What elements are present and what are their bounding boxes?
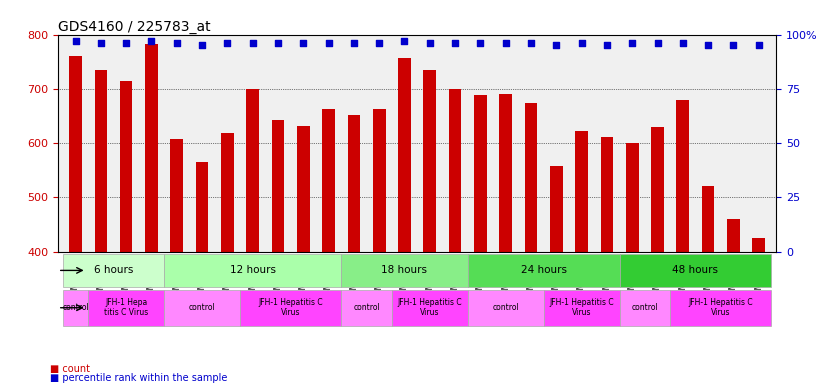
FancyBboxPatch shape — [468, 290, 544, 326]
Point — [752, 42, 766, 48]
Text: GDS4160 / 225783_at: GDS4160 / 225783_at — [58, 20, 211, 33]
Text: 24 hours: 24 hours — [520, 265, 567, 275]
Text: control: control — [632, 303, 658, 312]
Point — [246, 40, 259, 46]
FancyBboxPatch shape — [341, 290, 392, 326]
Point — [625, 40, 638, 46]
Point — [170, 40, 183, 46]
Bar — [94, 70, 107, 384]
Point — [423, 40, 436, 46]
Point — [549, 42, 563, 48]
Bar — [398, 58, 411, 384]
Text: control: control — [492, 303, 519, 312]
Text: control: control — [188, 303, 216, 312]
FancyBboxPatch shape — [341, 253, 468, 287]
FancyBboxPatch shape — [164, 290, 240, 326]
Bar — [676, 100, 689, 384]
Point — [322, 40, 335, 46]
FancyBboxPatch shape — [392, 290, 468, 326]
Bar — [550, 167, 563, 384]
FancyBboxPatch shape — [468, 253, 620, 287]
Point — [474, 40, 487, 46]
Bar — [120, 81, 132, 384]
FancyBboxPatch shape — [620, 253, 771, 287]
Bar — [272, 120, 284, 384]
Point — [297, 40, 310, 46]
Bar — [601, 137, 613, 384]
Point — [676, 40, 690, 46]
Text: JFH-1 Hepatitis C
Virus: JFH-1 Hepatitis C Virus — [549, 298, 614, 318]
Bar — [449, 89, 462, 384]
Bar — [500, 94, 512, 384]
Point — [69, 38, 82, 44]
Bar — [474, 95, 487, 384]
Point — [347, 40, 360, 46]
Bar — [196, 162, 208, 384]
Point — [727, 42, 740, 48]
Bar — [348, 115, 360, 384]
Bar — [752, 238, 765, 384]
Point — [651, 40, 664, 46]
Text: JFH-1 Hepatitis C
Virus: JFH-1 Hepatitis C Virus — [259, 298, 323, 318]
Bar — [145, 44, 158, 384]
Bar — [373, 109, 386, 384]
FancyBboxPatch shape — [240, 290, 341, 326]
Text: ■ percentile rank within the sample: ■ percentile rank within the sample — [50, 373, 227, 383]
Text: JFH-1 Hepatitis C
Virus: JFH-1 Hepatitis C Virus — [688, 298, 753, 318]
Bar — [651, 127, 664, 384]
Bar — [246, 89, 259, 384]
Text: control: control — [354, 303, 380, 312]
FancyBboxPatch shape — [670, 290, 771, 326]
Bar — [69, 56, 82, 384]
Point — [272, 40, 285, 46]
Text: JFH-1 Hepa
titis C Virus: JFH-1 Hepa titis C Virus — [104, 298, 148, 318]
Text: ■ count: ■ count — [50, 364, 89, 374]
Text: 12 hours: 12 hours — [230, 265, 276, 275]
Bar — [424, 70, 436, 384]
Text: 48 hours: 48 hours — [672, 265, 719, 275]
Bar — [525, 103, 538, 384]
Point — [499, 40, 512, 46]
Bar — [727, 219, 740, 384]
Bar — [575, 131, 588, 384]
Bar — [702, 186, 714, 384]
FancyBboxPatch shape — [63, 253, 164, 287]
Bar — [221, 133, 234, 384]
Bar — [322, 109, 335, 384]
FancyBboxPatch shape — [164, 253, 341, 287]
Text: 6 hours: 6 hours — [94, 265, 133, 275]
Point — [449, 40, 462, 46]
Bar — [297, 126, 310, 384]
Point — [120, 40, 133, 46]
Text: 18 hours: 18 hours — [382, 265, 428, 275]
Point — [221, 40, 234, 46]
Point — [145, 38, 158, 44]
Bar — [170, 139, 183, 384]
Point — [525, 40, 538, 46]
Point — [196, 42, 209, 48]
Point — [94, 40, 107, 46]
Point — [398, 38, 411, 44]
Text: JFH-1 Hepatitis C
Virus: JFH-1 Hepatitis C Virus — [397, 298, 462, 318]
Text: control: control — [62, 303, 89, 312]
Point — [575, 40, 588, 46]
FancyBboxPatch shape — [544, 290, 620, 326]
Point — [373, 40, 386, 46]
FancyBboxPatch shape — [620, 290, 670, 326]
Bar — [626, 143, 638, 384]
FancyBboxPatch shape — [63, 290, 88, 326]
FancyBboxPatch shape — [88, 290, 164, 326]
Point — [601, 42, 614, 48]
Point — [701, 42, 714, 48]
